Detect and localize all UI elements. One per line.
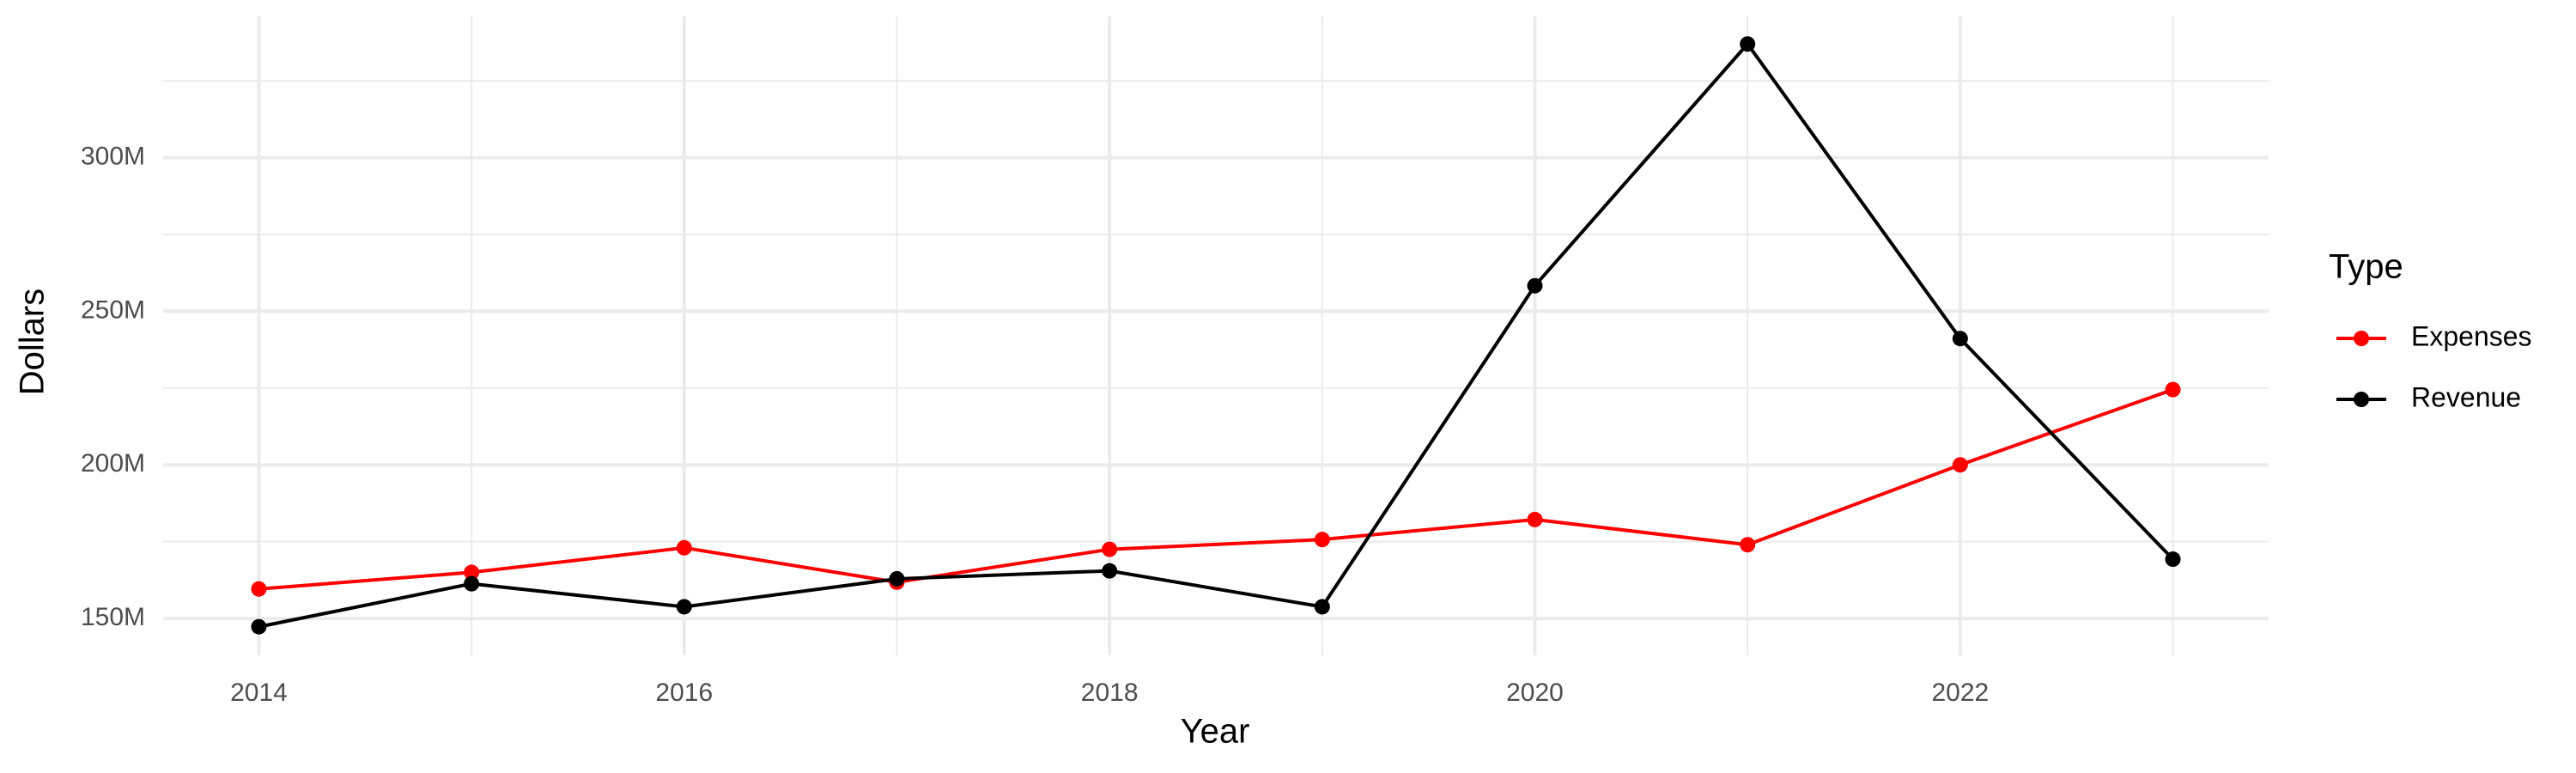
data-point bbox=[1740, 36, 1756, 52]
y-tick-label: 150M bbox=[81, 603, 145, 631]
data-point bbox=[1527, 511, 1543, 527]
data-point bbox=[251, 581, 267, 597]
data-point bbox=[2165, 551, 2181, 568]
data-point bbox=[676, 599, 692, 615]
data-point bbox=[1102, 541, 1118, 557]
data-point bbox=[1952, 331, 1968, 347]
x-tick-label: 2014 bbox=[230, 679, 288, 707]
y-tick-label: 250M bbox=[81, 295, 145, 324]
data-point bbox=[889, 570, 905, 587]
data-point bbox=[464, 575, 480, 592]
data-point bbox=[1952, 457, 1968, 473]
series-line bbox=[258, 40, 2174, 629]
legend-label: Expenses bbox=[2411, 320, 2532, 351]
y-axis-title: Dollars bbox=[14, 289, 52, 395]
data-point bbox=[251, 618, 267, 635]
data-point bbox=[1314, 599, 1330, 615]
data-point bbox=[1314, 532, 1330, 548]
data-point bbox=[464, 564, 480, 581]
series-line bbox=[258, 387, 2174, 591]
y-tick-label: 200M bbox=[81, 449, 145, 478]
data-point bbox=[676, 539, 692, 556]
x-tick-label: 2016 bbox=[655, 679, 713, 707]
x-tick-label: 2020 bbox=[1506, 679, 1564, 707]
data-point bbox=[1740, 537, 1756, 553]
legend-key-point bbox=[2354, 392, 2369, 407]
legend-title: Type bbox=[2329, 248, 2403, 286]
legend-key-point bbox=[2354, 331, 2369, 346]
y-tick-label: 300M bbox=[81, 142, 145, 170]
data-point bbox=[2165, 381, 2181, 398]
data-point bbox=[1102, 563, 1118, 579]
x-axis-title: Year bbox=[1181, 713, 1250, 751]
x-tick-label: 2018 bbox=[1081, 679, 1139, 707]
legend-label: Revenue bbox=[2411, 381, 2521, 412]
x-tick-label: 2022 bbox=[1931, 679, 1989, 707]
data-point bbox=[1527, 277, 1543, 294]
